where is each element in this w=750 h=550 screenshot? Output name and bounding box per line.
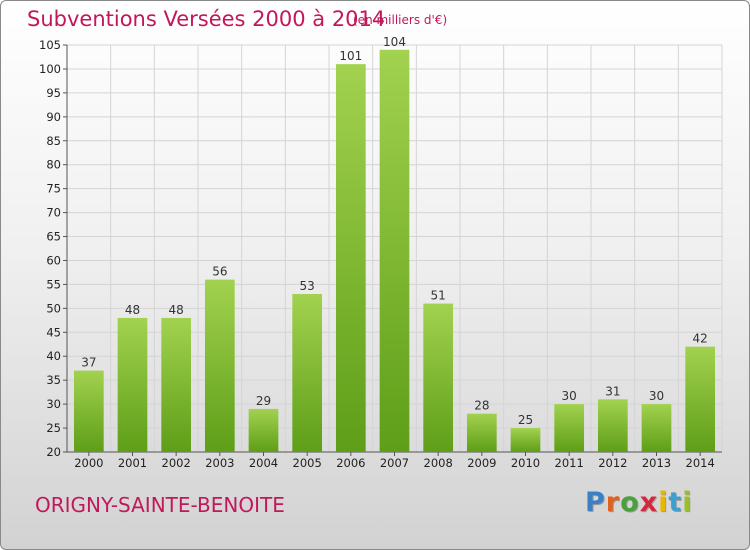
proxiti-logo: Proxiti: [585, 487, 693, 518]
x-tick-label: 2008: [424, 456, 453, 470]
x-tick-label: 2010: [511, 456, 540, 470]
logo-letter: x: [639, 487, 659, 518]
bar: [423, 303, 454, 452]
data-label: 29: [256, 394, 271, 408]
y-tick-label: 60: [46, 253, 61, 267]
logo-letter: o: [620, 487, 640, 518]
bar: [685, 346, 716, 452]
y-tick-label: 35: [46, 373, 61, 387]
y-tick-label: 25: [46, 421, 61, 435]
logo-letter: i: [682, 487, 693, 518]
y-tick-label: 85: [46, 134, 61, 148]
bar: [335, 64, 366, 452]
x-tick-label: 2006: [336, 456, 365, 470]
bar: [73, 370, 104, 452]
data-label: 48: [125, 303, 140, 317]
bars: [73, 49, 716, 452]
chart-subtitle: (en milliers d'€): [353, 13, 448, 27]
data-label: 28: [474, 399, 489, 413]
data-label: 56: [212, 265, 227, 279]
bar: [597, 399, 628, 452]
data-labels: 37 48 48 56 29 53 101 104 51 28 25 30 31 30 42: [81, 35, 708, 427]
y-tick-label: 20: [46, 445, 61, 459]
x-tick-label: 2007: [380, 456, 409, 470]
x-tick-label: 2003: [205, 456, 234, 470]
y-tick-label: 90: [46, 110, 61, 124]
y-tick-label: 55: [46, 277, 61, 291]
chart-title: Subventions Versées 2000 à 2014: [27, 7, 386, 31]
data-label: 37: [81, 356, 96, 370]
y-tick-label: 105: [39, 38, 61, 52]
data-label: 48: [169, 303, 184, 317]
logo-letter: P: [585, 487, 606, 518]
x-tick-label: 2014: [686, 456, 715, 470]
y-tick-label: 40: [46, 349, 61, 363]
data-label: 104: [383, 35, 406, 49]
y-tick-label: 50: [46, 301, 61, 315]
data-label: 42: [693, 332, 708, 346]
x-tick-label: 2002: [162, 456, 191, 470]
data-label: 25: [518, 413, 533, 427]
x-tick-label: 2009: [467, 456, 496, 470]
data-label: 51: [431, 289, 446, 303]
y-tick-label: 95: [46, 86, 61, 100]
logo-letter: i: [658, 487, 669, 518]
data-label: 53: [300, 279, 315, 293]
bar: [466, 413, 497, 452]
logo-letter: t: [668, 487, 683, 518]
bar: [554, 404, 585, 452]
y-tick-label: 65: [46, 230, 61, 244]
x-tick-label: 2013: [642, 456, 671, 470]
y-tick-label: 70: [46, 206, 61, 220]
y-tick-label: 80: [46, 158, 61, 172]
bar: [379, 49, 410, 452]
x-tick-label: 2004: [249, 456, 278, 470]
commune-name: ORIGNY-SAINTE-BENOITE: [35, 493, 285, 517]
x-tick-label: 2001: [118, 456, 147, 470]
bar: [161, 317, 192, 452]
logo-letter: r: [605, 487, 621, 518]
data-label: 30: [649, 389, 664, 403]
data-label: 31: [605, 384, 620, 398]
x-tick-label: 2005: [293, 456, 322, 470]
x-tick-label: 2012: [598, 456, 627, 470]
data-label: 30: [562, 389, 577, 403]
x-tick-label: 2000: [74, 456, 103, 470]
bar: [292, 293, 323, 452]
bar: [248, 408, 279, 452]
y-tick-label: 100: [39, 62, 61, 76]
x-tick-label: 2011: [555, 456, 584, 470]
bar: [204, 279, 235, 452]
bar: [641, 404, 672, 452]
y-tick-label: 75: [46, 182, 61, 196]
data-label: 101: [339, 49, 362, 63]
bar: [117, 317, 148, 452]
y-tick-label: 30: [46, 397, 61, 411]
bar: [510, 428, 541, 452]
y-tick-label: 45: [46, 325, 61, 339]
